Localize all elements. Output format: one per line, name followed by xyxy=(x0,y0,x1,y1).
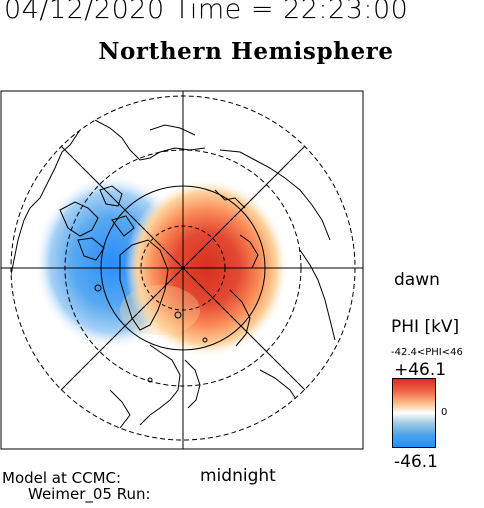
colorbar-min-label: -46.1 xyxy=(394,452,438,472)
run-label: Weimer_05 Run: xyxy=(28,485,151,503)
polar-map xyxy=(0,90,364,450)
colorbar-title: PHI [kV] xyxy=(391,317,460,337)
meridian-lines xyxy=(1,91,363,449)
colorbar xyxy=(392,378,436,448)
midnight-label: midnight xyxy=(200,466,276,486)
potential-field xyxy=(34,174,289,358)
islands xyxy=(94,284,208,383)
model-label: Model at CCMC: xyxy=(2,469,122,487)
dawn-label: dawn xyxy=(394,270,440,290)
colorbar-zero-label: 0 xyxy=(441,407,448,418)
colorbar-max-label: +46.1 xyxy=(394,360,447,380)
coastlines xyxy=(11,119,336,436)
map-frame xyxy=(0,90,364,450)
datetime-label: 04/12/2020 Time = 22:23:00 xyxy=(4,0,409,25)
plot-title: Northern Hemisphere xyxy=(98,38,394,65)
colorbar-range: -42.4<PHI<46 xyxy=(391,347,463,358)
